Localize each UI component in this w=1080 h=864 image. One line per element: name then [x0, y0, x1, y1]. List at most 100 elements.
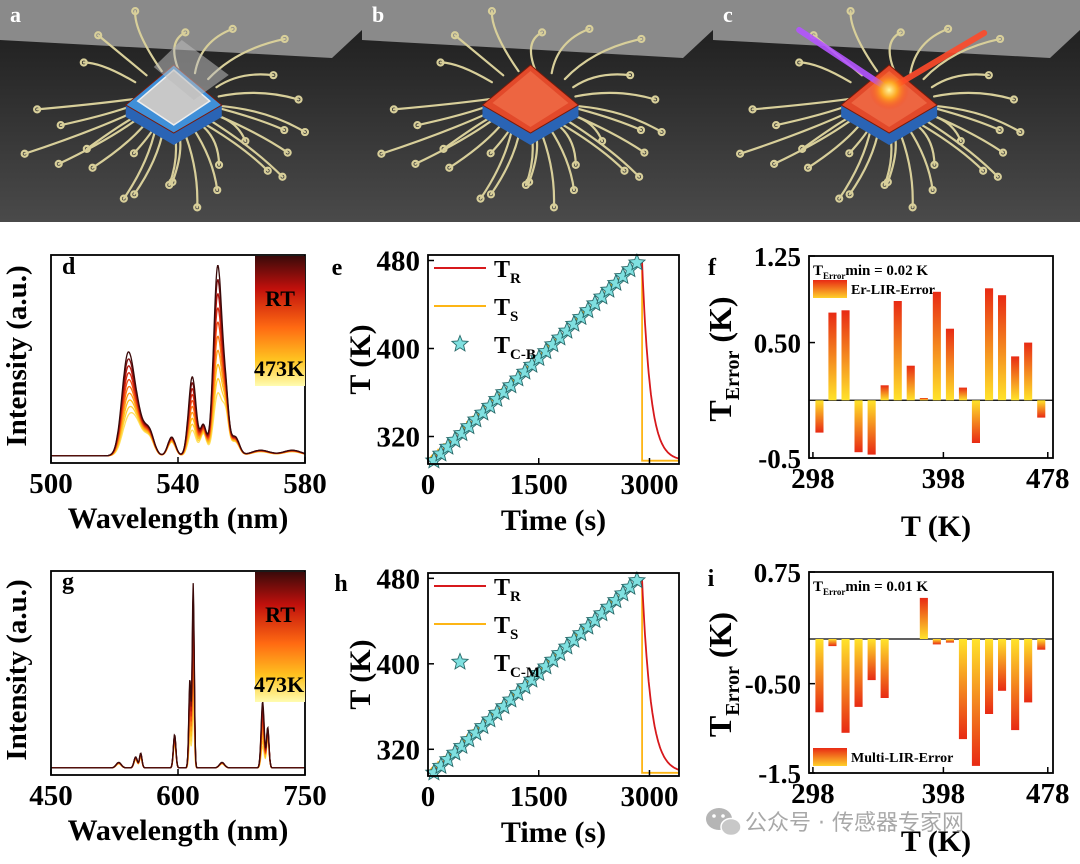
y-tick-label: 320 [377, 422, 421, 454]
wire-pad [984, 71, 993, 80]
render-wall [713, 0, 1080, 58]
wire-pad [635, 172, 644, 181]
error-bar [1011, 639, 1020, 731]
wire-pad [280, 125, 289, 135]
error-bar [919, 398, 928, 401]
wire [928, 104, 1022, 134]
wire-pad [445, 163, 454, 172]
legend-TR-label-sub: R [510, 271, 521, 287]
y-tick-label: -0.5 [758, 444, 801, 474]
colorbar-label-top: RT [265, 602, 295, 627]
x-tick-label: 0 [421, 469, 436, 501]
wire-pad [79, 58, 88, 67]
chart-f: 298 398 478-0.50.501.25 TErrormin = 0.02 KE… [702, 242, 1070, 543]
legend-TR-label-sub: R [510, 589, 521, 605]
x-tick-label: 478 [1026, 463, 1070, 495]
legend-TR-label-main: T [494, 575, 510, 601]
x-axis-title: Wavelength (nm) [68, 814, 289, 847]
error-bar [1011, 356, 1020, 401]
x-tick-label: 398 [922, 778, 966, 810]
error-bar [867, 639, 876, 681]
wire-pad [585, 24, 594, 33]
wire-pad [300, 127, 310, 137]
wire-pad [487, 7, 497, 16]
wire-pad [165, 180, 174, 190]
temperature-colorbar [255, 572, 305, 702]
wire-pad [626, 71, 635, 80]
error-bar [932, 291, 941, 401]
y-axis-title-tail: (K) [702, 296, 738, 350]
wire [392, 97, 492, 111]
x-tick-label: 580 [283, 468, 327, 500]
x-axis-title: Time (s) [501, 504, 606, 537]
wire-pad [651, 95, 660, 104]
error-bar [880, 639, 889, 698]
y-axis-title: T (K) [344, 324, 377, 394]
legend-TS-label-main: T [494, 295, 510, 321]
error-bar [945, 639, 954, 643]
x-tick-label: 540 [156, 468, 200, 500]
wire-pad [56, 121, 65, 130]
wire [751, 97, 851, 111]
x-tick-label: 1500 [510, 469, 568, 501]
legend-TS-label: TS [494, 613, 518, 643]
legend-swatch [813, 748, 847, 766]
y-axis-title: Intensity (a.u.) [1, 579, 33, 760]
wire-pad [637, 34, 646, 44]
panel-label-i: i [708, 566, 715, 592]
legend-TC-label-sub: C-M [510, 665, 540, 681]
wire-pad [908, 203, 917, 212]
legend-TR-label: TR [494, 257, 521, 287]
x-tick-label: 0 [421, 781, 436, 813]
wire-pad [129, 149, 139, 158]
wire-pad [411, 159, 420, 168]
wire-pad [657, 127, 666, 137]
wire [932, 91, 1016, 101]
error-bar [1037, 639, 1046, 650]
legend-TR-label-main: T [494, 257, 510, 283]
error-min-annotation-sub: Error [823, 587, 845, 597]
wire-pad [33, 105, 42, 114]
panel-label-e: e [332, 255, 343, 281]
legend-TS-label: TS [494, 295, 518, 325]
illustration-c: c [713, 0, 1080, 222]
legend-TC-label-main: T [494, 333, 510, 359]
illustration-row: a b c [0, 0, 1080, 222]
error-bar [867, 400, 876, 455]
x-tick-label: 3000 [620, 469, 678, 501]
wire-pad [640, 148, 649, 157]
y-tick-label: 480 [377, 246, 421, 278]
wire-pad [450, 31, 460, 40]
chart-i: 298 398 478-1.5-0.500.75 TErrormin = 0.01 K… [702, 558, 1070, 858]
laser-red-beam [890, 30, 988, 90]
laser-purple-beam [796, 27, 889, 90]
wire-bundle [377, 7, 666, 212]
plot-frame [427, 254, 680, 465]
wire-pad [94, 31, 103, 40]
plot-frame [808, 255, 1054, 459]
legend-TC-label: TC-B [494, 333, 536, 363]
x-tick-label: 478 [1026, 778, 1070, 810]
wire-pad [771, 121, 781, 130]
illustration-b: b [362, 0, 713, 222]
floating-lid [153, 40, 229, 100]
wire-pad [571, 160, 580, 170]
wire-pad [880, 180, 889, 190]
laser-glow [869, 70, 910, 110]
wire-pad [549, 203, 559, 212]
wire-pad [181, 28, 190, 37]
error-bar [906, 365, 915, 401]
chip-base [125, 105, 222, 145]
wire-pad [770, 159, 779, 168]
wire-pad [20, 149, 29, 158]
temperature-colorbar [255, 256, 305, 386]
x-tick-label: 500 [29, 468, 73, 500]
error-min-annotation: TErrormin = 0.02 K [813, 263, 928, 281]
star-marker [627, 253, 647, 271]
wire-pad [979, 166, 988, 175]
wire-pad [228, 24, 237, 33]
render-wall [0, 0, 362, 58]
legend-TR-label: TR [494, 575, 521, 605]
x-axis-title: Time (s) [501, 816, 606, 849]
